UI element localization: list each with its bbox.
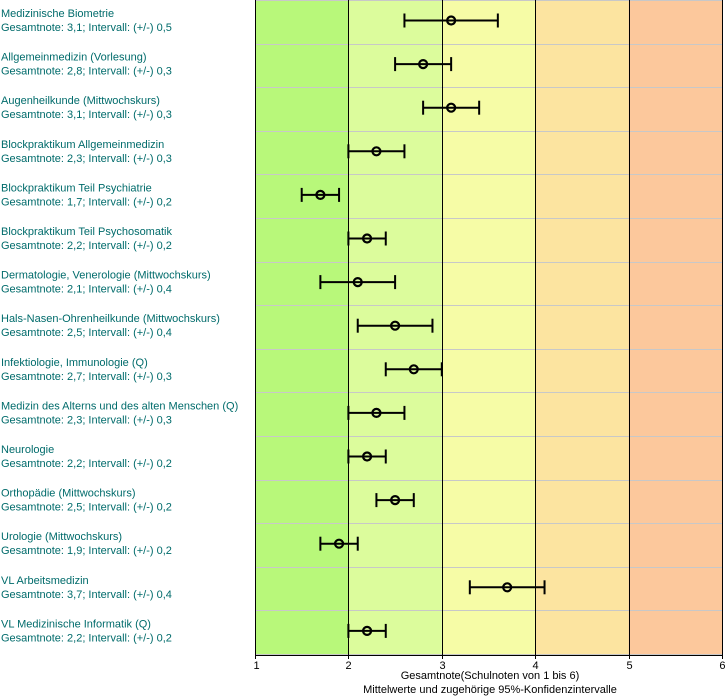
mean-point <box>371 407 382 418</box>
course-name-label: Hals-Nasen-Ohrenheilkunde (Mittwochskurs… <box>1 313 220 325</box>
course-name-label: Allgemeinmedizin (Vorlesung) <box>1 52 147 64</box>
row-separators <box>255 0 722 655</box>
mean-point <box>408 364 419 375</box>
course-name-label: Blockpraktikum Teil Psychiatrie <box>1 182 152 194</box>
mean-point <box>446 102 457 113</box>
course-grade-label: Gesamtnote: 2,3; Intervall: (+/-) 0,3 <box>1 153 172 165</box>
grade-band-4 <box>535 0 629 655</box>
x-axis-subtitle: Mittelwerte und zugehörige 95%-Konfidenz… <box>363 684 617 696</box>
course-name-label: Orthopädie (Mittwochskurs) <box>1 488 136 500</box>
x-tick-label-6: 6 <box>719 660 725 672</box>
grade-band-3 <box>441 0 536 655</box>
error-bar <box>347 449 387 464</box>
course-grade-label: Gesamtnote: 2,7; Intervall: (+/-) 0,3 <box>1 371 172 383</box>
course-name-label: Augenheilkunde (Mittwochskurs) <box>1 95 160 107</box>
course-grade-label: Gesamtnote: 2,8; Intervall: (+/-) 0,3 <box>1 66 172 78</box>
course-name-label: VL Arbeitsmedizin <box>1 575 89 587</box>
mean-point <box>333 538 345 549</box>
course-grade-label: Gesamtnote: 2,1; Intervall: (+/-) 0,4 <box>1 284 172 296</box>
x-tick-label-4: 4 <box>532 660 538 672</box>
course-grade-label: Gesamtnote: 3,1; Intervall: (+/-) 0,3 <box>1 109 172 121</box>
course-name-label: Medizin des Alterns und des alten Mensch… <box>1 400 238 412</box>
grade-band-5 <box>628 0 722 655</box>
course-grade-label: Gesamtnote: 2,2; Intervall: (+/-) 0,2 <box>1 458 172 470</box>
error-bar <box>300 187 341 202</box>
error-bar <box>347 231 387 246</box>
error-bar <box>375 493 415 508</box>
course-name-label: Infektiologie, Immunologie (Q) <box>1 357 148 369</box>
course-name-label: Blockpraktikum Teil Psychosomatik <box>1 226 172 238</box>
course-grade-label: Gesamtnote: 1,7; Intervall: (+/-) 0,2 <box>1 196 172 208</box>
error-bar <box>347 623 387 638</box>
mean-point <box>352 277 363 288</box>
course-name-label: Dermatologie, Venerologie (Mittwochskurs… <box>1 270 211 282</box>
error-bar <box>403 13 499 28</box>
course-grade-label: Gesamtnote: 2,5; Intervall: (+/-) 0,4 <box>1 327 172 339</box>
course-grade-label: Gesamtnote: 2,2; Intervall: (+/-) 0,2 <box>1 632 172 644</box>
x-axis-ticks: 1 2 3 4 5 6 <box>254 660 726 672</box>
course-grade-label: Gesamtnote: 2,5; Intervall: (+/-) 0,2 <box>1 502 172 514</box>
x-tick-label-2: 2 <box>345 660 351 672</box>
mean-point <box>371 146 382 157</box>
course-grade-label: Gesamtnote: 3,7; Intervall: (+/-) 0,4 <box>1 589 172 601</box>
error-bar <box>347 144 406 159</box>
mean-point <box>390 495 401 506</box>
course-name-label: Neurologie <box>1 444 54 456</box>
error-bar <box>356 318 434 333</box>
grade-band-1 <box>255 0 349 655</box>
mean-point <box>361 451 373 462</box>
course-grade-label: Gesamtnote: 3,1; Intervall: (+/-) 0,5 <box>1 22 172 34</box>
mean-point <box>361 233 373 244</box>
error-bar <box>394 57 453 72</box>
grade-gridlines <box>255 0 723 659</box>
error-bar <box>319 275 397 290</box>
mean-point <box>418 58 429 70</box>
course-grade-label: Gesamtnote: 2,3; Intervall: (+/-) 0,3 <box>1 414 172 426</box>
course-name-label: Urologie (Mittwochskurs) <box>1 531 122 543</box>
x-tick-label-3: 3 <box>439 660 445 672</box>
mean-point <box>315 189 326 200</box>
x-tick-label-5: 5 <box>626 660 632 672</box>
error-bar <box>319 536 359 551</box>
course-grade-label: Gesamtnote: 1,9; Intervall: (+/-) 0,2 <box>1 545 172 557</box>
mean-point <box>446 15 457 26</box>
grade-band-2 <box>348 0 442 655</box>
course-name-label: Blockpraktikum Allgemeinmedizin <box>1 139 164 151</box>
course-name-label: VL Medizinische Informatik (Q) <box>1 618 151 630</box>
course-grade-label: Gesamtnote: 2,2; Intervall: (+/-) 0,2 <box>1 240 172 252</box>
error-bar <box>422 100 481 115</box>
mean-point <box>361 625 373 637</box>
error-bar <box>347 405 406 420</box>
x-tick-label-1: 1 <box>254 660 260 672</box>
course-name-label: Medizinische Biometrie <box>1 8 114 20</box>
error-bar <box>468 580 546 595</box>
mean-point <box>390 320 401 331</box>
x-axis-title: Gesamtnote(Schulnoten von 1 bis 6) <box>401 670 580 682</box>
course-labels: Medizinische Biometrie Gesamtnote: 3,1; I… <box>1 8 238 644</box>
error-bars <box>300 13 546 638</box>
error-bar <box>384 362 443 377</box>
mean-point <box>502 582 513 593</box>
grade-bands <box>255 0 722 655</box>
